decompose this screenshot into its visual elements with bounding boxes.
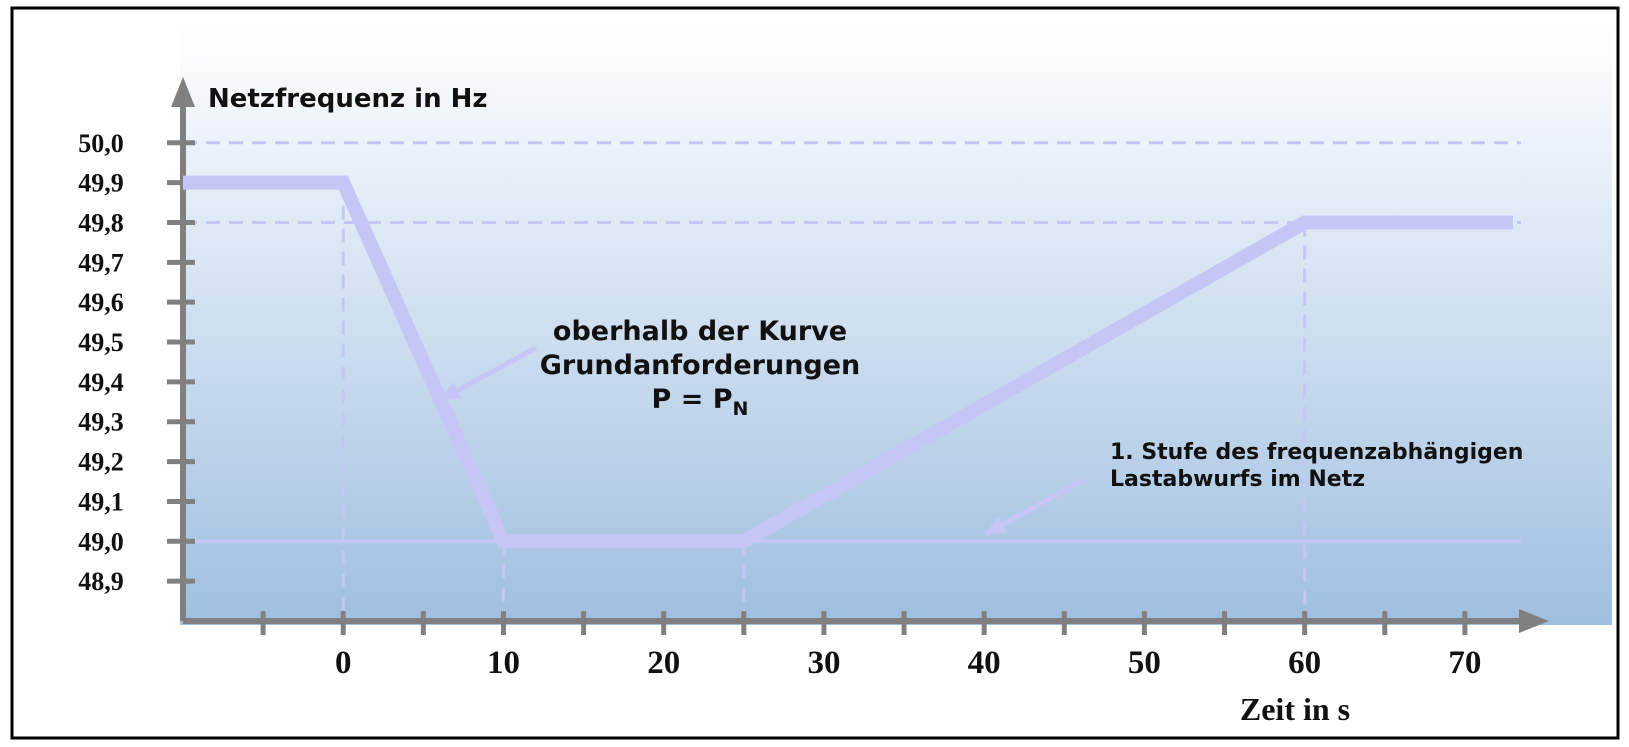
y-tick-label: 49,2 [78, 448, 124, 477]
x-tick-label: 70 [1448, 645, 1481, 681]
frequency-curve [183, 175, 1513, 549]
y-tick-label: 49,5 [78, 328, 124, 357]
y-tick-label: 49,9 [78, 169, 124, 198]
x-axis-arrow [1519, 609, 1549, 633]
y-tick-label: 49,8 [78, 208, 124, 237]
x-tick-label: 60 [1288, 645, 1321, 681]
x-tick-label: 10 [487, 645, 520, 681]
x-tick-label: 40 [968, 645, 1001, 681]
x-tick-label: 0 [335, 645, 352, 681]
y-tick-label: 49,7 [78, 248, 124, 277]
x-tick-label: 30 [807, 645, 840, 681]
annotation-text: Grundanforderungen [540, 350, 861, 381]
annotation-text: 1. Stufe des frequenzabhängigen [1110, 440, 1523, 465]
y-tick-label: 48,9 [78, 567, 124, 596]
x-axis-label: Zeit in s [1240, 691, 1350, 727]
y-axis-arrow [171, 77, 195, 107]
annotation-text: Lastabwurfs im Netz [1110, 467, 1365, 492]
y-axis-label: Netzfrequenz in Hz [208, 84, 488, 114]
y-tick-label: 49,0 [78, 527, 124, 556]
formula-text: P = P [652, 384, 733, 415]
y-tick-label: 49,1 [78, 487, 124, 516]
annotation-arrowhead [985, 516, 1007, 534]
annotation-formula: P = PN [652, 384, 749, 420]
formula-subscript: N [733, 398, 749, 420]
x-tick-label: 20 [647, 645, 680, 681]
y-tick-label: 49,4 [78, 368, 124, 397]
annotation-arrowhead [440, 382, 462, 400]
y-tick-label: 49,3 [78, 408, 124, 437]
y-tick-label: 50,0 [78, 129, 124, 158]
plot-background [180, 22, 1612, 625]
y-tick-label: 49,6 [78, 288, 124, 317]
annotation-text: oberhalb der Kurve [553, 316, 847, 347]
x-tick-label: 50 [1128, 645, 1161, 681]
